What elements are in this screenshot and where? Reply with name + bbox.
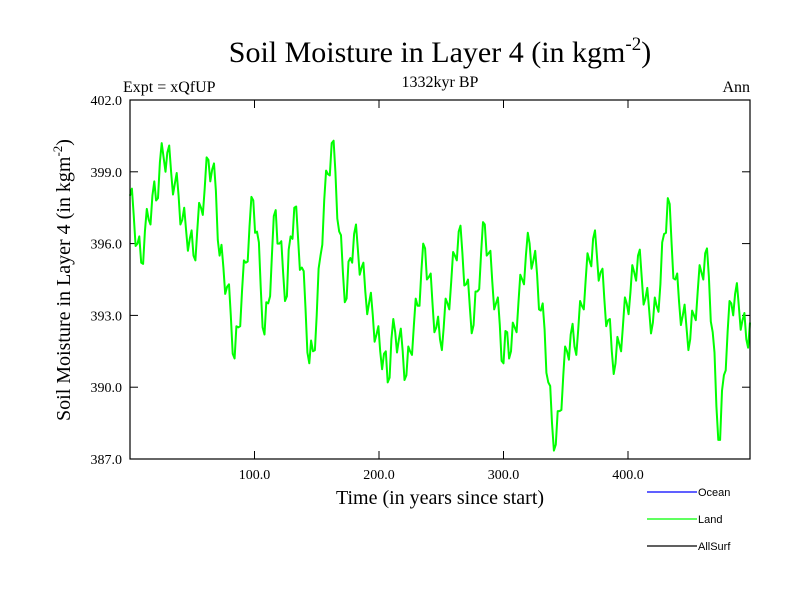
x-tick-label: 400.0 — [612, 468, 644, 483]
season-label: Ann — [722, 79, 750, 96]
legend-label-land: Land — [698, 514, 722, 526]
x-tick-label: 100.0 — [239, 468, 271, 483]
y-tick-label: 402.0 — [91, 94, 123, 109]
experiment-label: Expt = xQfUP — [123, 79, 216, 96]
y-tick-label: 390.0 — [91, 381, 123, 396]
legend: Ocean Land AllSurf — [647, 487, 731, 553]
legend-label-ocean: Ocean — [698, 487, 730, 499]
chart-title: Soil Moisture in Layer 4 (in kgm-2) — [229, 34, 651, 69]
data-series — [129, 139, 751, 452]
y-tick-label: 396.0 — [91, 238, 123, 253]
axis-ticks: 100.0 200.0 300.0 400.0 387.0 390.0 393.0 396.0… — [91, 94, 750, 483]
y-tick-label: 393.0 — [91, 309, 123, 324]
y-tick-label: 387.0 — [91, 453, 123, 468]
y-tick-label: 399.0 — [91, 166, 123, 181]
series-line-land — [129, 139, 751, 452]
y-axis-label: Soil Moisture in Layer 4 (in kgm-2) — [50, 139, 75, 421]
x-axis-label: Time (in years since start) — [336, 487, 544, 509]
time-period-label: 1332kyr BP — [402, 74, 479, 91]
plot-frame — [129, 99, 751, 460]
x-tick-label: 200.0 — [363, 468, 395, 483]
x-tick-label: 300.0 — [488, 468, 520, 483]
legend-label-allsurf: AllSurf — [698, 541, 731, 553]
